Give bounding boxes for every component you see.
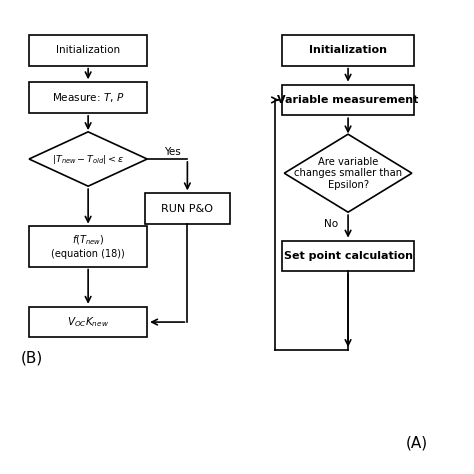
Text: Initialization: Initialization (56, 46, 120, 55)
FancyBboxPatch shape (29, 307, 147, 337)
FancyBboxPatch shape (145, 193, 230, 224)
Text: Are variable
changes smaller than
Epsilon?: Are variable changes smaller than Epsilo… (294, 156, 402, 190)
Text: $V_{OC}K_{new}$: $V_{OC}K_{new}$ (67, 315, 109, 329)
FancyBboxPatch shape (29, 82, 147, 113)
FancyBboxPatch shape (29, 227, 147, 266)
FancyBboxPatch shape (282, 35, 414, 66)
Text: Yes: Yes (164, 147, 181, 157)
Text: (A): (A) (406, 435, 428, 450)
Text: RUN P&O: RUN P&O (161, 204, 213, 214)
Text: (B): (B) (20, 350, 43, 365)
Text: No: No (325, 219, 338, 229)
FancyBboxPatch shape (282, 84, 414, 115)
Polygon shape (29, 132, 147, 186)
Text: $f(T_{new})$
(equation (18)): $f(T_{new})$ (equation (18)) (51, 234, 125, 259)
FancyBboxPatch shape (29, 35, 147, 66)
Text: Variable measurement: Variable measurement (277, 95, 419, 105)
Text: Initialization: Initialization (309, 46, 387, 55)
Text: Set point calculation: Set point calculation (283, 251, 412, 261)
Polygon shape (284, 134, 412, 212)
FancyBboxPatch shape (282, 240, 414, 271)
Text: $|T_{new}-T_{old}|<\varepsilon$: $|T_{new}-T_{old}|<\varepsilon$ (52, 153, 124, 165)
Text: Measure: $\mathit{T}$, $\mathit{P}$: Measure: $\mathit{T}$, $\mathit{P}$ (52, 91, 124, 104)
